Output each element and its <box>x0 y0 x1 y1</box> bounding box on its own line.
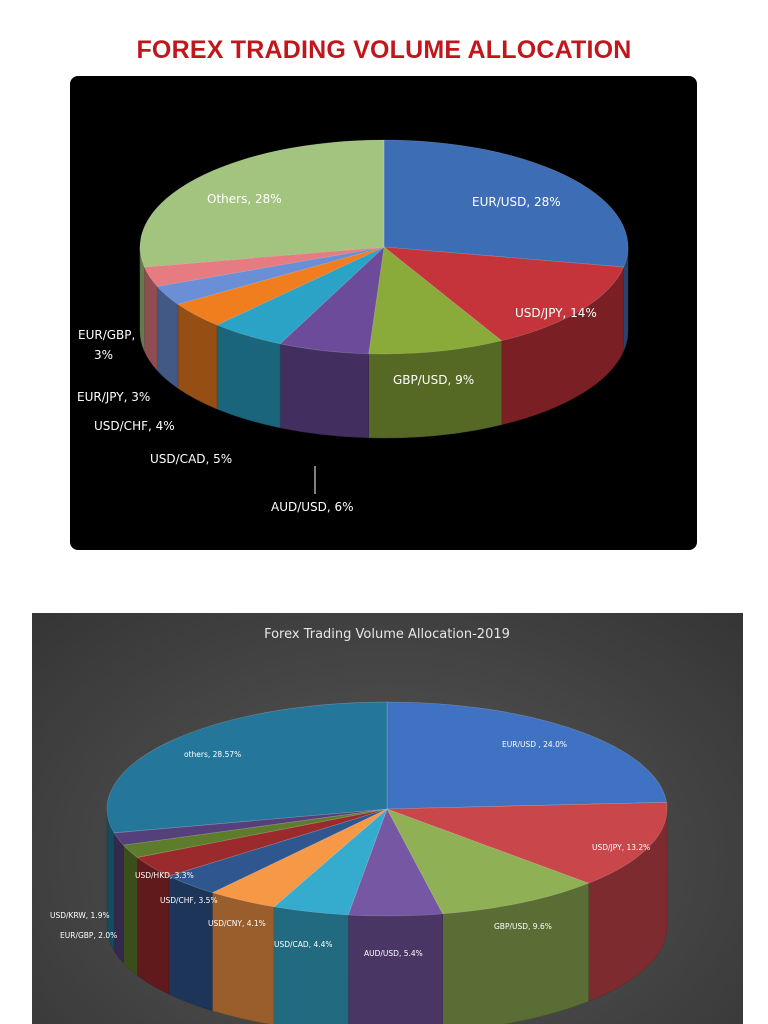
chart1-slice-gbp-usd <box>368 246 503 355</box>
chart2-side-eur-gbp <box>123 844 138 976</box>
chart2-slice-usd-cny <box>211 808 388 908</box>
chart1-label-usd-chf: USD/CHF, 4% <box>94 419 175 433</box>
chart1-slice-usd-chf <box>177 246 385 326</box>
chart2-slice-eur-usd <box>386 701 667 810</box>
chart2-sides <box>106 808 668 1024</box>
chart2-labels: EUR/USD , 24.0% USD/JPY, 13.2% GBP/USD, 9.… <box>50 740 650 958</box>
chart2-label-usd-krw: USD/KRW, 1.9% <box>50 911 110 920</box>
chart1-label-eur-usd: EUR/USD, 28% <box>472 195 561 209</box>
chart1-slice-eur-jpy <box>156 246 385 305</box>
chart2-slice-usd-cad <box>273 808 388 916</box>
chart1-slice-usd-jpy <box>383 246 625 342</box>
chart1-label-eur-gbp: EUR/GBP, <box>78 328 135 342</box>
chart1-label-gbp-usd: GBP/USD, 9% <box>393 373 474 387</box>
chart2-slice-others <box>106 701 388 834</box>
chart1-label-others: Others, 28% <box>207 192 282 206</box>
chart2-title: Forex Trading Volume Allocation-2019 <box>264 627 510 642</box>
pie-chart-1-svg: EUR/USD, 28% USD/JPY, 14% GBP/USD, 9% AUD/U… <box>77 139 629 514</box>
chart1-slice-aud-usd <box>279 246 385 355</box>
chart1-label-eur-gbp-value: 3% <box>94 348 113 362</box>
pie-chart-2-svg: Forex Trading Volume Allocation-2019 EUR/… <box>50 627 668 1024</box>
chart2-label-others: others, 28.57% <box>184 750 241 759</box>
chart2-label-usd-cad: USD/CAD, 4.4% <box>274 940 333 949</box>
chart1-side-gbp-usd <box>368 340 502 439</box>
pie-chart-1: EUR/USD, 28% USD/JPY, 14% GBP/USD, 9% AUD/U… <box>70 76 697 550</box>
chart1-slice-usd-cad <box>216 246 385 345</box>
chart2-slice-aud-usd <box>347 808 444 917</box>
chart2-side-usd-krw <box>113 831 124 964</box>
chart2-slice-usd-hkd <box>136 808 388 877</box>
chart1-side-aud-usd <box>279 343 369 439</box>
chart1-slice-eur-usd <box>383 139 629 268</box>
chart1-label-aud-usd: AUD/USD, 6% <box>271 500 354 514</box>
chart1-slice-others <box>139 139 385 268</box>
chart2-slices <box>106 701 668 917</box>
chart1-label-usd-jpy: USD/JPY, 14% <box>515 306 597 320</box>
chart1-slice-eur-gbp <box>143 246 385 287</box>
chart2-slice-usd-chf <box>167 808 388 893</box>
chart2-label-eur-usd: EUR/USD , 24.0% <box>502 740 567 749</box>
chart2-label-aud-usd: AUD/USD, 5.4% <box>364 949 423 958</box>
pie-chart-2: Forex Trading Volume Allocation-2019 EUR/… <box>32 613 743 1024</box>
chart2-side-usd-cad <box>273 906 349 1024</box>
chart2-label-usd-chf: USD/CHF, 3.5% <box>160 896 218 905</box>
chart1-label-eur-jpy: EUR/JPY, 3% <box>77 390 150 404</box>
chart2-side-usd-cny <box>212 892 275 1024</box>
chart2-label-usd-jpy: USD/JPY, 13.2% <box>592 843 650 852</box>
chart1-label-usd-cad: USD/CAD, 5% <box>150 452 232 466</box>
chart2-slice-usd-krw <box>113 808 388 846</box>
chart2-label-usd-hkd: USD/HKD, 3.3% <box>135 871 194 880</box>
chart2-slice-eur-gbp <box>122 808 388 858</box>
page-title: FOREX TRADING VOLUME ALLOCATION <box>136 36 632 64</box>
chart2-label-eur-gbp: EUR/GBP, 2.0% <box>60 931 117 940</box>
chart2-label-gbp-usd: GBP/USD, 9.6% <box>494 922 552 931</box>
chart2-side-aud-usd <box>347 913 443 1024</box>
chart2-label-usd-cny: USD/CNY, 4.1% <box>208 919 266 928</box>
chart1-labels: EUR/USD, 28% USD/JPY, 14% GBP/USD, 9% AUD/U… <box>77 192 597 514</box>
chart1-slices <box>139 139 629 355</box>
chart2-slice-usd-jpy <box>386 802 668 884</box>
chart2-slice-gbp-usd <box>386 808 590 915</box>
